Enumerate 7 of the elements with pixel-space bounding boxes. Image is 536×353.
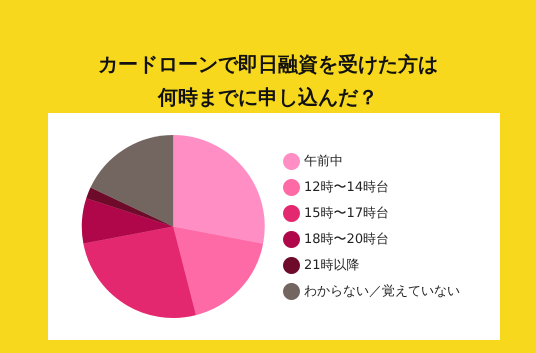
- legend-label: 18時〜20時台: [304, 232, 390, 247]
- legend-label: 12時〜14時台: [304, 180, 390, 195]
- chart-title: カードローンで即日融資を受けた方は何時までに申し込んだ？: [97, 51, 439, 111]
- legend-label: 午前中: [304, 154, 343, 169]
- legend-label: 15時〜17時台: [304, 206, 390, 221]
- legend-label: 21時以降: [304, 258, 360, 273]
- legend-label: わからない／覚えていない: [304, 284, 460, 299]
